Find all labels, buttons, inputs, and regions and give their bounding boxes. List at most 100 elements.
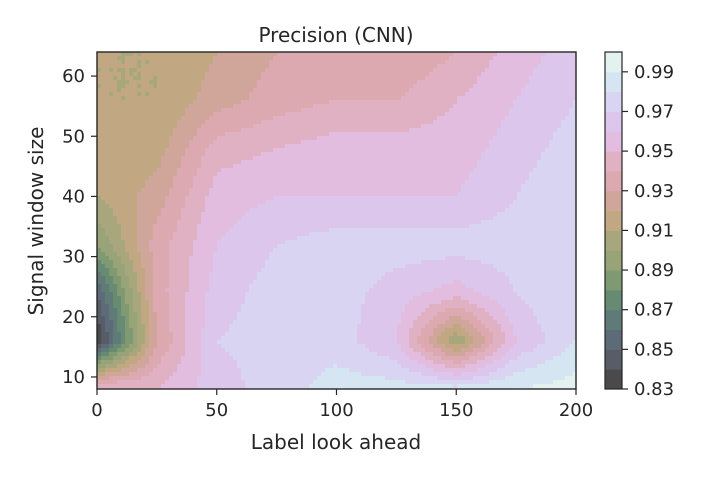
contour-cell — [249, 184, 254, 189]
contour-cell — [349, 96, 354, 101]
contour-cell — [365, 100, 370, 105]
contour-cell — [425, 196, 430, 201]
contour-cell — [369, 140, 374, 145]
contour-cell — [113, 100, 118, 105]
contour-cell — [393, 120, 398, 125]
contour-cell — [521, 92, 526, 97]
contour-cell — [149, 148, 154, 153]
contour-cell — [381, 124, 386, 129]
contour-cell — [321, 204, 326, 209]
contour-cell — [517, 52, 522, 57]
contour-cell — [177, 160, 182, 165]
contour-cell — [141, 168, 146, 173]
contour-cell — [465, 140, 470, 145]
contour-cell — [149, 200, 154, 205]
contour-cell — [97, 80, 102, 85]
contour-cell — [389, 128, 394, 133]
contour-cell — [165, 100, 170, 105]
contour-cell — [333, 200, 338, 205]
contour-cell — [101, 140, 106, 145]
contour-cell — [529, 172, 534, 177]
contour-cell — [129, 184, 134, 189]
contour-cell — [213, 60, 218, 65]
contour-cell — [345, 140, 350, 145]
contour-cell — [333, 108, 338, 113]
contour-cell — [117, 116, 122, 121]
contour-cell — [373, 168, 378, 173]
contour-cell — [241, 108, 246, 113]
contour-cell — [221, 108, 226, 113]
contour-cell — [349, 152, 354, 157]
contour-cell — [333, 132, 338, 137]
contour-cell — [101, 148, 106, 153]
contour-cell — [181, 188, 186, 193]
contour-cell — [365, 188, 370, 193]
contour-cell — [457, 160, 462, 165]
contour-cell — [165, 104, 170, 109]
contour-cell — [333, 100, 338, 105]
contour-cell — [389, 156, 394, 161]
contour-cell — [133, 200, 138, 205]
contour-cell — [221, 80, 226, 85]
contour-cell — [221, 156, 226, 161]
contour-cell — [177, 196, 182, 201]
contour-cell — [337, 104, 342, 109]
contour-cell — [465, 112, 470, 117]
contour-cell — [513, 132, 518, 137]
contour-cell — [513, 128, 518, 133]
contour-cell — [381, 52, 386, 57]
contour-cell — [569, 76, 574, 81]
contour-cell — [405, 140, 410, 145]
contour-cell — [533, 52, 538, 57]
contour-cell — [141, 152, 146, 157]
contour-cell — [517, 120, 522, 125]
contour-cell — [169, 180, 174, 185]
contour-cell — [453, 116, 458, 121]
contour-cell — [249, 132, 254, 137]
contour-cell — [313, 100, 318, 105]
contour-cell — [573, 80, 576, 85]
contour-cell — [497, 172, 502, 177]
contour-cell — [529, 80, 534, 85]
contour-cell — [385, 216, 390, 221]
contour-cell — [257, 136, 262, 141]
contour-cell — [545, 112, 550, 117]
contour-cell — [481, 188, 486, 193]
contour-cell — [293, 108, 298, 113]
contour-cell — [329, 56, 334, 61]
contour-cell — [529, 112, 534, 117]
contour-cell — [121, 84, 126, 89]
contour-cell — [121, 92, 126, 97]
contour-cell — [169, 80, 174, 85]
contour-cell — [201, 136, 206, 141]
contour-cell — [469, 192, 474, 197]
contour-cell — [209, 100, 214, 105]
contour-cell — [225, 132, 230, 137]
contour-cell — [449, 144, 454, 149]
contour-cell — [309, 136, 314, 141]
contour-cell — [173, 160, 178, 165]
contour-cell — [489, 152, 494, 157]
contour-cell — [529, 76, 534, 81]
contour-cell — [449, 188, 454, 193]
contour-cell — [301, 84, 306, 89]
contour-cell — [369, 116, 374, 121]
contour-cell — [517, 68, 522, 73]
contour-cell — [449, 180, 454, 185]
contour-cell — [421, 60, 426, 65]
contour-cell — [165, 56, 170, 61]
contour-cell — [241, 60, 246, 65]
contour-cell — [457, 148, 462, 153]
contour-cell — [401, 128, 406, 133]
contour-cell — [409, 196, 414, 201]
contour-cell — [289, 108, 294, 113]
contour-cell — [161, 192, 166, 197]
contour-cell — [425, 112, 430, 117]
contour-cell — [513, 196, 518, 201]
contour-cell — [153, 140, 158, 145]
contour-cell — [225, 96, 230, 101]
contour-cell — [401, 64, 406, 69]
contour-cell — [273, 68, 278, 73]
contour-cell — [241, 152, 246, 157]
contour-cell — [321, 96, 326, 101]
